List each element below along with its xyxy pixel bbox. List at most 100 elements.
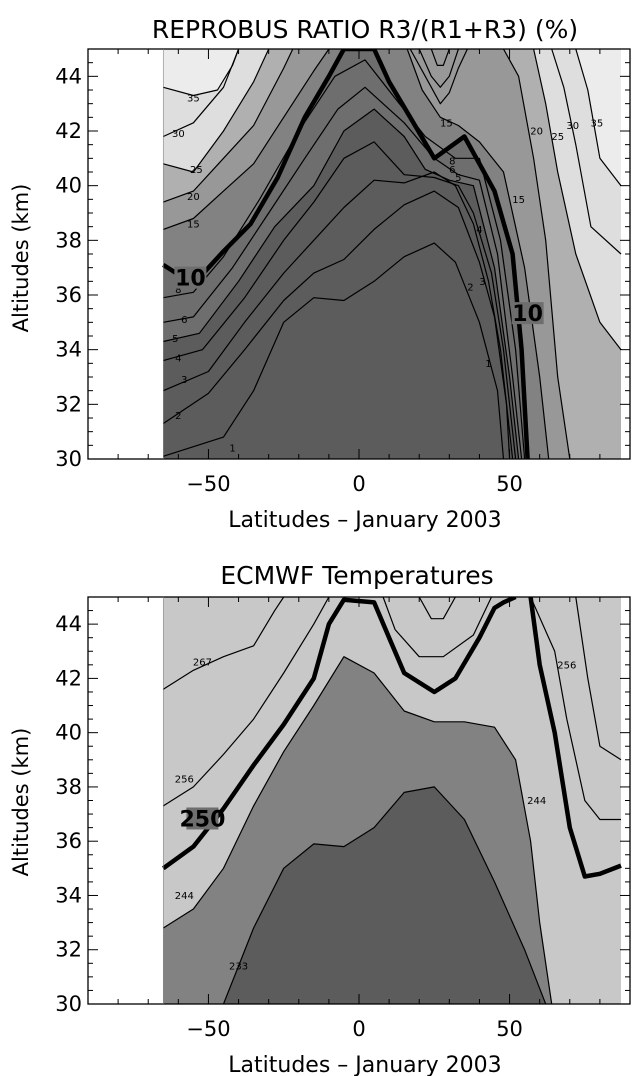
top-panel-contour-30-15 <box>551 49 622 255</box>
top-panel-contour-label-4: 4 <box>175 353 181 364</box>
top-panel-contour-label-20: 20 <box>530 127 543 138</box>
top-panel-contour-25-12 <box>163 49 270 173</box>
bottom-panel-contour-256-5 <box>382 597 493 658</box>
top-panel-band-2 <box>163 49 269 172</box>
bottom-panel-contour-label-bg <box>186 807 219 830</box>
top-panel-contour-15-9 <box>406 49 550 459</box>
top-panel-contour-label-25: 25 <box>551 132 564 143</box>
bottom-panel-title: ECMWF Temperatures <box>220 561 493 590</box>
bottom-panel-contour-labels: 233 244 244 250 256 256 267 <box>175 658 577 973</box>
top-panel-contour-label-1: 1 <box>485 359 491 370</box>
top-panel-contour-label-30: 30 <box>566 121 579 132</box>
bottom-panel-contour-label-267: 267 <box>193 658 212 669</box>
top-panel-contour-15-8 <box>163 49 330 230</box>
bottom-panel-contour-267-9 <box>575 597 622 761</box>
top-panel-contour-label-30: 30 <box>172 129 185 140</box>
bottom-panel: ECMWF Temperatures 233 244 244 250 256 256 267… <box>9 561 631 1076</box>
top-panel-contour-label-35: 35 <box>187 94 200 105</box>
top-panel-band-6 <box>163 49 329 230</box>
top-panel-contour-label-2: 2 <box>467 282 473 293</box>
top-panel-ytick-label: 32 <box>55 392 82 416</box>
bottom-panel-ytick-label: 36 <box>55 829 82 853</box>
top-panel-contour-10-highlight-7 <box>162 49 530 459</box>
top-panel-contour-label-bg <box>174 266 207 289</box>
top-panel-contour-label-35: 35 <box>591 118 604 129</box>
top-panel-contour-20-11 <box>502 49 571 459</box>
top-panel-contour-15-18 <box>409 49 468 105</box>
bottom-panel-x-axis-label: Latitudes – January 2003 <box>228 1053 501 1076</box>
top-panel-contour-label-10: 10 <box>512 302 543 327</box>
top-panel-band-10 <box>163 49 528 459</box>
top-panel-band-7 <box>407 49 570 459</box>
top-panel-contour-label-25: 25 <box>190 165 203 176</box>
bottom-panel-y-axis-label: Altitudes (km) <box>9 728 33 877</box>
bottom-panel-contour-label-233: 233 <box>229 962 248 973</box>
top-panel-title: REPROBUS RATIO R3/(R1+R3) (%) <box>152 15 578 44</box>
top-panel-xtick-label: −50 <box>186 472 230 496</box>
bottom-panel-contour-250-highlight-2 <box>161 597 517 871</box>
top-panel-contour-label-15: 15 <box>512 195 525 206</box>
bottom-panel-contour-244-1 <box>162 656 553 1004</box>
bottom-panel-ytick-label: 44 <box>55 612 82 636</box>
top-panel-contour-label-6: 6 <box>181 315 187 326</box>
bottom-panel-contour-label-244: 244 <box>175 891 194 902</box>
top-panel-band-1 <box>575 49 621 186</box>
bottom-panel-filled-bands <box>163 597 622 1004</box>
bottom-panel-plot-area: 233 244 244 250 256 256 267 30 32 34 36 38 40 42 44 −50… <box>55 596 631 1041</box>
top-panel-band-4 <box>163 49 293 203</box>
top-panel-band-0 <box>163 49 239 96</box>
top-panel-contour-3-2 <box>163 171 514 459</box>
bottom-panel-ytick-label: 34 <box>55 883 82 907</box>
bottom-panel-ytick-label: 40 <box>55 721 82 745</box>
top-panel-contour-label-15: 15 <box>440 118 453 129</box>
bottom-panel-band-2 <box>223 786 546 1004</box>
bottom-panel-contour-267-7 <box>162 597 285 690</box>
top-panel-contour-4-3 <box>163 141 517 459</box>
bottom-panel-xtick-label: −50 <box>186 1017 230 1041</box>
top-panel-ytick-label: 44 <box>55 64 82 88</box>
top-panel-contour-label-bg <box>511 302 544 325</box>
top-panel-contour-label-3: 3 <box>479 277 485 288</box>
top-panel-contour-label-5: 5 <box>172 334 178 345</box>
bottom-panel-contour-250-highlight-3 <box>528 597 622 879</box>
bottom-panel-axes: 30 32 34 36 38 40 42 44 −50 0 50 <box>55 596 631 1041</box>
top-panel-ytick-label: 38 <box>55 228 82 252</box>
bottom-panel-contour-label-250: 250 <box>179 807 225 832</box>
top-panel-contour-label-1: 1 <box>229 444 235 455</box>
top-panel-plot-area: 1122334455668810101515152020252530303535… <box>55 48 631 496</box>
top-panel-band-11 <box>163 109 519 459</box>
top-panel-ytick-label: 42 <box>55 119 82 143</box>
top-panel-contour-label-6: 6 <box>449 165 455 176</box>
top-panel-xtick-label: 50 <box>496 472 523 496</box>
top-panel-contour-label-3: 3 <box>181 375 187 386</box>
top-panel-contour-20-19 <box>418 49 459 88</box>
top-panel-contour-2-1 <box>162 190 511 459</box>
top-panel-contour-label-2: 2 <box>175 411 181 422</box>
top-panel-filled-bands <box>163 49 621 459</box>
top-panel-contour-5-4 <box>163 108 520 459</box>
top-panel-contour-35-16 <box>163 49 240 97</box>
top-panel-contour-label-8: 8 <box>175 285 181 296</box>
top-panel-contour-6-5 <box>163 86 523 459</box>
top-panel-contour-label-10: 10 <box>175 267 206 292</box>
top-panel-contour-20-10 <box>163 49 294 203</box>
top-panel-xtick-label: 0 <box>352 472 365 496</box>
top-panel-ytick-label: 30 <box>55 447 82 471</box>
bottom-panel-ytick-label: 38 <box>55 775 82 799</box>
bottom-panel-contour-label-256: 256 <box>175 774 194 785</box>
top-panel-contour-1-0 <box>163 242 505 459</box>
top-panel-ytick-label: 34 <box>55 338 82 362</box>
bottom-panel-contour-label-256: 256 <box>557 660 576 671</box>
top-panel-contour-label-4: 4 <box>476 225 482 236</box>
top-panel-contour-35-17 <box>575 49 622 187</box>
top-panel-y-axis-label: Altitudes (km) <box>9 184 33 333</box>
bottom-panel-xtick-label: 50 <box>496 1017 523 1041</box>
top-panel-band-3 <box>533 49 621 350</box>
bottom-panel-ytick-label: 42 <box>55 666 82 690</box>
bottom-panel-contour-256-4 <box>162 597 330 807</box>
top-panel-contour-label-8: 8 <box>449 157 455 168</box>
bottom-panel-contour-256-6 <box>530 597 621 821</box>
top-panel: REPROBUS RATIO R3/(R1+R3) (%) 1122334455… <box>9 15 631 533</box>
